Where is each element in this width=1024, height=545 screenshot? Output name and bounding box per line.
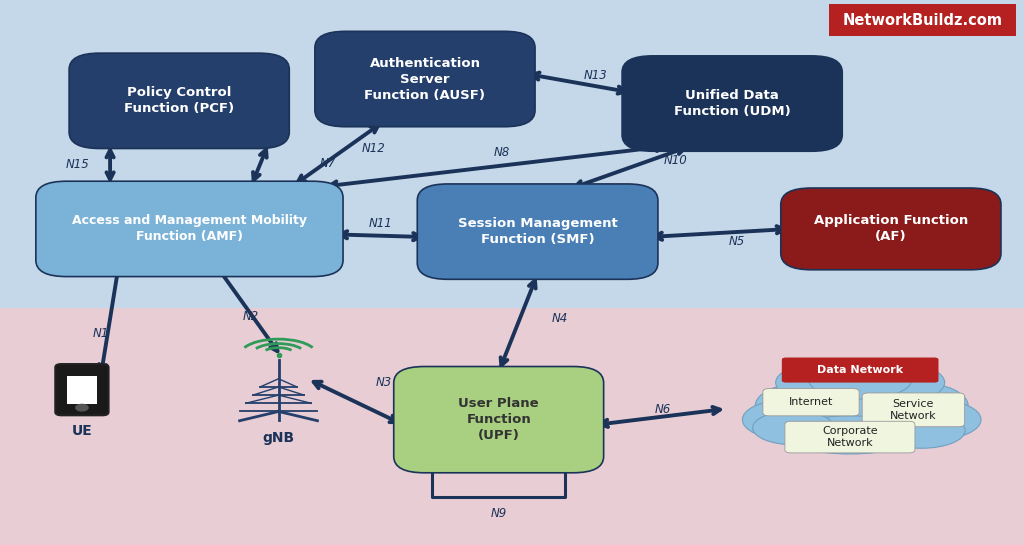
Circle shape [76,404,88,411]
Text: NetworkBuildz.com: NetworkBuildz.com [843,13,1002,28]
Ellipse shape [783,416,916,454]
Text: N2: N2 [243,310,259,323]
Ellipse shape [742,401,824,439]
Text: N6: N6 [654,403,671,416]
FancyBboxPatch shape [829,4,1016,36]
Text: Application Function
(AF): Application Function (AF) [814,214,968,244]
FancyBboxPatch shape [0,308,1024,545]
Text: User Plane
Function
(UPF): User Plane Function (UPF) [459,397,539,442]
FancyBboxPatch shape [780,188,1000,270]
Ellipse shape [870,383,969,429]
Text: N5: N5 [729,235,745,249]
FancyBboxPatch shape [622,56,842,151]
Text: Unified Data
Function (UDM): Unified Data Function (UDM) [674,89,791,118]
Ellipse shape [858,364,944,402]
FancyBboxPatch shape [69,53,289,149]
FancyBboxPatch shape [36,181,343,277]
Text: N11: N11 [369,217,392,230]
Ellipse shape [776,364,862,402]
Text: N1: N1 [92,327,109,340]
Text: N4: N4 [552,312,568,325]
Text: N7: N7 [319,157,336,170]
Text: Access and Management Mobility
Function (AMF): Access and Management Mobility Function … [72,214,307,244]
Text: N8: N8 [494,146,510,159]
Text: gNB: gNB [262,431,295,445]
Text: Service
Network: Service Network [890,399,937,421]
FancyBboxPatch shape [763,389,859,416]
Text: N3: N3 [376,376,392,389]
Ellipse shape [878,413,965,448]
Text: Authentication
Server
Function (AUSF): Authentication Server Function (AUSF) [365,57,485,101]
FancyBboxPatch shape [784,421,915,453]
Text: N15: N15 [66,159,89,171]
Text: N9: N9 [490,507,507,520]
FancyBboxPatch shape [315,32,535,127]
Text: Corporate
Network: Corporate Network [822,426,878,448]
Text: Data Network: Data Network [817,365,903,375]
Text: N12: N12 [361,142,386,155]
Ellipse shape [786,383,934,446]
Text: UE: UE [72,424,92,438]
FancyBboxPatch shape [0,0,1024,308]
FancyBboxPatch shape [418,184,658,280]
FancyBboxPatch shape [782,358,938,383]
FancyBboxPatch shape [67,376,97,404]
Text: Policy Control
Function (PCF): Policy Control Function (PCF) [124,86,234,116]
Ellipse shape [753,411,835,445]
Text: N10: N10 [664,154,688,167]
Text: Internet: Internet [788,397,834,407]
FancyBboxPatch shape [862,393,965,427]
Ellipse shape [809,362,911,399]
Text: N13: N13 [584,69,608,82]
FancyBboxPatch shape [393,366,603,473]
FancyBboxPatch shape [55,364,109,415]
Ellipse shape [755,383,852,429]
Text: Session Management
Function (SMF): Session Management Function (SMF) [458,217,617,246]
Ellipse shape [899,401,981,439]
